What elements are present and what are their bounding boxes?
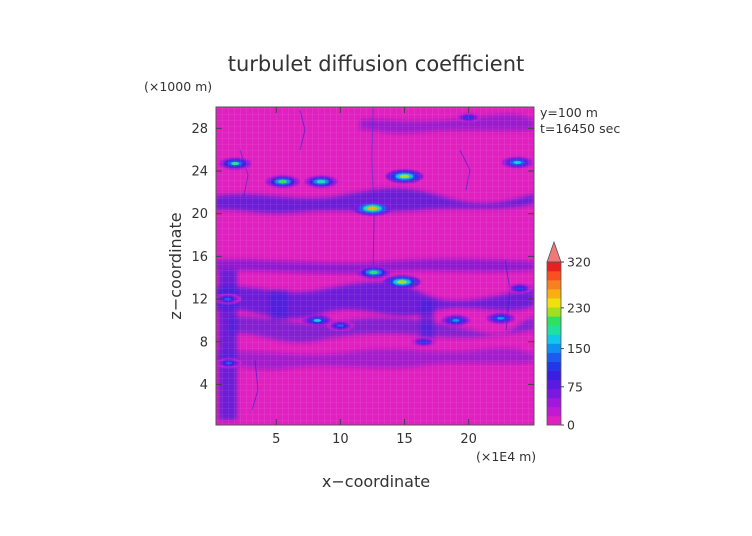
colorbar-swatch bbox=[547, 280, 561, 290]
colorbar-swatch bbox=[547, 334, 561, 344]
x-tick-label: 10 bbox=[332, 432, 349, 447]
colorbar-swatch bbox=[547, 307, 561, 317]
colorbar-swatch bbox=[547, 316, 561, 326]
colorbar-swatch bbox=[547, 343, 561, 353]
heatmap-area bbox=[216, 107, 534, 425]
x-tick-label: 20 bbox=[460, 432, 477, 447]
grid-texture bbox=[216, 107, 534, 425]
x-axis-ticks: 5 10 15 20 bbox=[272, 107, 477, 447]
colorbar-swatch bbox=[547, 271, 561, 281]
colorbar-swatch bbox=[547, 361, 561, 371]
colorbar-frame bbox=[546, 261, 562, 426]
colorbar-tick-label: 0 bbox=[567, 418, 575, 433]
colorbar-extend-arrow bbox=[546, 240, 562, 263]
y-unit-label: (×1000 m) bbox=[144, 79, 212, 94]
y-tick-label: 28 bbox=[191, 122, 208, 137]
colorbar-swatch bbox=[547, 262, 561, 272]
colorbar-tick-label: 75 bbox=[567, 379, 583, 394]
y-axis-label: z−coordinate bbox=[166, 212, 185, 319]
x-axis-label: x−coordinate bbox=[322, 472, 430, 491]
colorbar-swatch bbox=[547, 397, 561, 408]
y-tick-label: 12 bbox=[191, 293, 208, 308]
y-tick-label: 16 bbox=[191, 250, 208, 265]
colorbar-swatch bbox=[547, 352, 561, 362]
y-tick-label: 8 bbox=[200, 335, 208, 350]
y-axis-ticks: 4 8 12 16 20 24 28 bbox=[191, 122, 534, 393]
colorbar-tick-label: 230 bbox=[567, 300, 591, 315]
colorbar-swatch bbox=[547, 406, 561, 417]
colorbar-swatch bbox=[547, 388, 561, 399]
colorbar-swatch bbox=[547, 289, 561, 299]
annotation-time: t=16450 sec bbox=[540, 121, 620, 136]
annotation-y: y=100 m bbox=[540, 105, 598, 120]
colorbar-tick-label: 320 bbox=[567, 255, 591, 270]
colorbar-swatch bbox=[547, 415, 561, 426]
colorbar-swatch bbox=[547, 370, 561, 381]
x-tick-label: 5 bbox=[272, 432, 280, 447]
colorbar: 0 75 150 230 320 bbox=[546, 240, 591, 433]
chart-title: turbulet diffusion coefficient bbox=[228, 52, 525, 76]
x-tick-label: 15 bbox=[396, 432, 413, 447]
colorbar-swatch bbox=[547, 325, 561, 335]
x-unit-label: (×1E4 m) bbox=[476, 449, 536, 464]
y-tick-label: 4 bbox=[200, 378, 208, 393]
plot-frame bbox=[215, 106, 535, 426]
colorbar-swatch bbox=[547, 379, 561, 390]
y-tick-label: 24 bbox=[191, 165, 208, 180]
colorbar-tick-label: 150 bbox=[567, 341, 591, 356]
colorbar-swatch bbox=[547, 298, 561, 308]
y-tick-label: 20 bbox=[191, 207, 208, 222]
